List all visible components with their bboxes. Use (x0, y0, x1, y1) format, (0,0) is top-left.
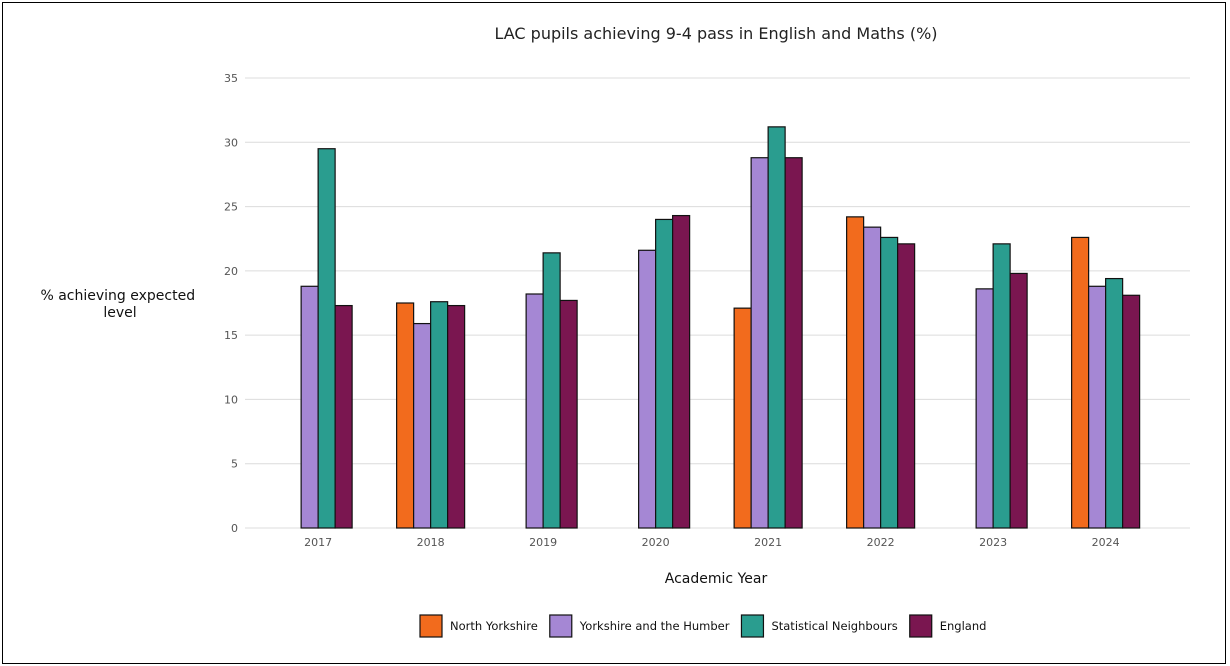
legend-swatch (909, 614, 933, 638)
y-axis-title-line-1: % achieving expected (40, 288, 195, 304)
bar-2017-england (334, 304, 353, 529)
legend: North Yorkshire Yorkshire and the Humber S… (419, 614, 987, 638)
gridlines (245, 77, 1190, 529)
x-tick-label: 2019 (529, 536, 557, 549)
y-tick-label: 35 (224, 72, 238, 85)
legend-label: Yorkshire and the Humber (579, 619, 730, 633)
x-tick-label: 2017 (304, 536, 332, 549)
legend-swatch (549, 614, 573, 638)
legend-label: North Yorkshire (450, 619, 538, 633)
bar-2021-north-yorkshire (733, 307, 752, 529)
bar-2020-england (672, 214, 691, 529)
bar-2021-yorkshire-and-the-humber (750, 157, 769, 529)
legend-label: England (940, 619, 987, 633)
bar-2018-england (447, 304, 466, 529)
bar-2021-england (784, 157, 803, 529)
chart-title: LAC pupils achieving 9-4 pass in English… (494, 24, 937, 43)
bar-2019-england (559, 299, 578, 529)
x-tick-label: 2020 (642, 536, 670, 549)
bar-2022-statistical-neighbours (880, 236, 899, 529)
y-axis-title-line-2: level (103, 305, 136, 321)
y-tick-label: 25 (224, 201, 238, 214)
legend-item-north-yorkshire: North Yorkshire (419, 614, 538, 638)
bar-2024-england (1122, 294, 1141, 529)
bar-2018-statistical-neighbours (430, 301, 449, 529)
y-axis-title: % achieving expected level (40, 288, 199, 321)
legend-item-statistical-neighbours: Statistical Neighbours (740, 614, 898, 638)
bar-2024-north-yorkshire (1071, 236, 1090, 529)
bar-2023-yorkshire-and-the-humber (975, 288, 994, 529)
x-axis-ticks: 2017 2018 2019 2020 2021 2022 2023 2024 (304, 536, 1120, 549)
legend-swatch (740, 614, 765, 638)
bar-2024-yorkshire-and-the-humber (1088, 285, 1107, 529)
bar-2019-statistical-neighbours (542, 252, 561, 529)
y-tick-label: 15 (224, 329, 238, 342)
bar-2022-england (897, 243, 916, 529)
y-tick-label: 10 (224, 393, 238, 406)
bar-2024-statistical-neighbours (1105, 277, 1124, 529)
y-tick-label: 0 (231, 522, 238, 535)
x-tick-label: 2018 (417, 536, 445, 549)
x-axis-title: Academic Year (665, 571, 768, 587)
bar-2022-north-yorkshire (846, 216, 865, 529)
bar-2017-yorkshire-and-the-humber (300, 285, 319, 529)
bar-2022-yorkshire-and-the-humber (863, 226, 882, 529)
bar-2021-statistical-neighbours (767, 126, 786, 529)
x-tick-label: 2021 (754, 536, 782, 549)
y-tick-label: 30 (224, 136, 238, 149)
bar-2023-statistical-neighbours (992, 243, 1011, 529)
legend-label: Statistical Neighbours (771, 619, 897, 633)
bar-2018-yorkshire-and-the-humber (413, 322, 432, 529)
bar-2017-statistical-neighbours (317, 148, 336, 529)
bars (300, 126, 1141, 529)
bar-2020-yorkshire-and-the-humber (638, 249, 657, 529)
bar-2019-yorkshire-and-the-humber (525, 293, 544, 529)
bar-2023-england (1009, 272, 1028, 529)
bar-2018-north-yorkshire (396, 302, 415, 529)
x-tick-label: 2024 (1092, 536, 1120, 549)
legend-item-yorkshire-and-the-humber: Yorkshire and the Humber (549, 614, 730, 638)
bar-2020-statistical-neighbours (655, 218, 674, 529)
legend-item-england: England (909, 614, 987, 638)
y-tick-label: 20 (224, 265, 238, 278)
y-axis-ticks: 0 5 10 15 20 25 30 35 (224, 72, 238, 535)
legend-swatch (419, 614, 443, 638)
y-tick-label: 5 (231, 458, 238, 471)
x-tick-label: 2022 (867, 536, 895, 549)
x-tick-label: 2023 (979, 536, 1007, 549)
